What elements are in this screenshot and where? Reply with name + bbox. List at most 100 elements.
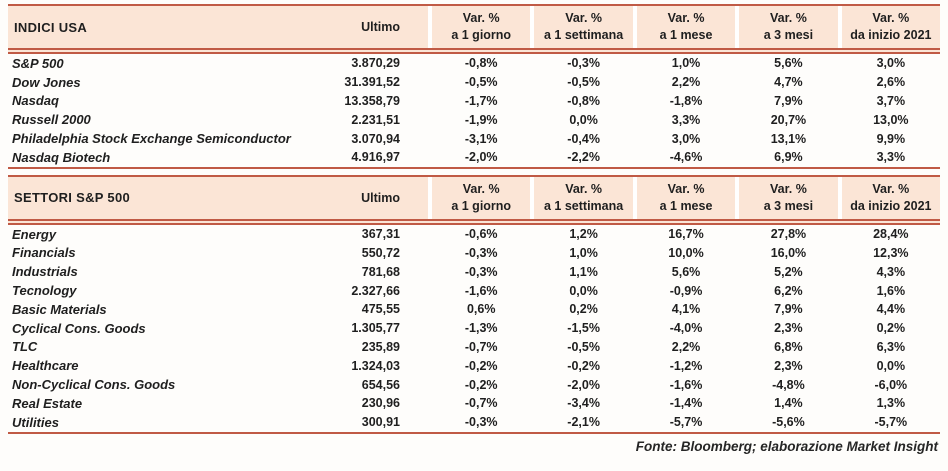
row-last-value: 550,72	[361, 245, 400, 260]
row-var-percent: 16,0%	[770, 245, 807, 260]
column-header-var: Var. % a 1 settimana	[534, 176, 633, 219]
table-bottom-rule	[8, 431, 940, 434]
var-header-line2: a 1 settimana	[544, 198, 624, 213]
row-last-value: 2.327,66	[351, 283, 400, 298]
table-row: Tecnology 2.327,66 -1,6% 0,0% -0,9% 6,2%…	[8, 281, 940, 300]
row-var-percent: 12,3%	[873, 245, 909, 260]
row-var-percent: -5,6%	[772, 415, 805, 430]
column-header-var: Var. % a 3 mesi	[739, 176, 838, 219]
row-label: Financials	[12, 245, 76, 261]
column-header-var: Var. % a 1 giorno	[432, 176, 531, 219]
row-var-percent: 0,0%	[876, 358, 906, 373]
row-last-value: 230,96	[361, 396, 400, 411]
row-var-percent: -0,6%	[464, 227, 498, 242]
column-header-ultimo: Ultimo	[361, 190, 400, 205]
row-last-value: 4.916,97	[351, 150, 400, 165]
row-var-percent: 16,7%	[668, 227, 704, 242]
row-var-percent: 6,2%	[774, 283, 803, 298]
row-var-percent: 27,8%	[770, 227, 807, 242]
row-left-cell: Energy 367,31	[8, 227, 428, 242]
row-var-percent: 2,3%	[774, 358, 803, 373]
row-left-cell: Russell 2000 2.231,51	[8, 112, 428, 127]
row-left-cell: Industrials 781,68	[8, 264, 428, 279]
row-label: Philadelphia Stock Exchange Semiconducto…	[12, 131, 291, 147]
row-var-percent: 3,7%	[876, 93, 906, 108]
row-var-percent: 4,4%	[876, 302, 906, 317]
row-var-percent: -0,4%	[567, 131, 600, 146]
row-var-percent: -4,8%	[772, 377, 805, 392]
row-last-value: 13.358,79	[344, 93, 400, 108]
row-var-percent: -1,4%	[669, 396, 703, 411]
row-last-value: 781,68	[361, 264, 400, 279]
row-left-cell: Nasdaq Biotech 4.916,97	[8, 150, 428, 165]
row-var-percent: -1,8%	[669, 93, 703, 108]
row-var-percent: -0,2%	[464, 377, 498, 392]
var-header-line1: Var. %	[872, 11, 910, 25]
row-var-percent: -0,9%	[669, 283, 703, 298]
row-label: Basic Materials	[12, 301, 107, 317]
row-left-cell: Utilities 300,91	[8, 415, 428, 430]
row-var-percent: -0,8%	[567, 93, 600, 108]
row-var-percent: 7,9%	[774, 93, 803, 108]
var-header-line2: a 1 mese	[659, 198, 713, 213]
row-var-percent: 9,9%	[876, 131, 906, 146]
var-header-line2: a 3 mesi	[763, 198, 814, 213]
column-header-var: Var. % a 3 mesi	[739, 6, 838, 48]
row-last-value: 300,91	[361, 415, 400, 430]
table-title: INDICI USA	[14, 19, 88, 35]
row-var-percent: 13,0%	[873, 112, 909, 127]
table-rows: Energy 367,31 -0,6% 1,2% 16,7% 27,8% 28,…	[8, 225, 940, 432]
row-var-percent: 1,0%	[671, 56, 701, 71]
row-label: Tecnology	[12, 283, 77, 299]
row-label: S&P 500	[12, 55, 64, 71]
row-var-percent: -1,3%	[464, 321, 498, 336]
var-header-line1: Var. %	[565, 11, 603, 25]
row-left-cell: Cyclical Cons. Goods 1.305,77	[8, 321, 428, 336]
row-var-percent: 6,3%	[876, 339, 906, 354]
row-label: Healthcare	[12, 358, 79, 374]
table-row: Nasdaq Biotech 4.916,97 -2,0% -2,2% -4,6…	[8, 148, 940, 167]
row-left-cell: Tecnology 2.327,66	[8, 283, 428, 298]
financial-table: SETTORI S&P 500 Ultimo Var. % a 1 giorno…	[8, 174, 941, 434]
var-header-line2: a 1 mese	[659, 28, 713, 42]
row-label: TLC	[12, 339, 38, 355]
row-var-percent: -0,7%	[464, 339, 498, 354]
row-var-percent: -2,0%	[567, 377, 600, 392]
row-label: Nasdaq	[12, 93, 59, 109]
var-header-line1: Var. %	[462, 11, 500, 25]
row-var-percent: 5,6%	[774, 56, 803, 71]
row-last-value: 1.324,03	[351, 358, 400, 373]
row-var-percent: -1,5%	[567, 321, 600, 336]
row-var-percent: -1,7%	[464, 93, 498, 108]
header-double-rule	[8, 218, 940, 225]
row-var-percent: -2,0%	[464, 150, 498, 165]
row-last-value: 2.231,51	[351, 112, 400, 127]
var-header-line2: a 1 settimana	[544, 28, 624, 42]
var-header-line1: Var. %	[770, 11, 807, 25]
row-label: Cyclical Cons. Goods	[12, 320, 146, 336]
table-row: Utilities 300,91 -0,3% -2,1% -5,7% -5,6%…	[8, 413, 940, 432]
row-var-percent: 1,2%	[569, 227, 598, 242]
row-var-percent: 1,3%	[876, 396, 906, 411]
row-var-percent: 1,0%	[569, 245, 598, 260]
table-row: Industrials 781,68 -0,3% 1,1% 5,6% 5,2% …	[8, 262, 940, 281]
row-var-percent: -0,7%	[464, 396, 498, 411]
table-row: Financials 550,72 -0,3% 1,0% 10,0% 16,0%…	[8, 244, 940, 263]
header-double-rule	[8, 48, 940, 54]
row-label: Non-Cyclical Cons. Goods	[12, 377, 176, 393]
row-left-cell: Financials 550,72	[8, 245, 428, 260]
table-top-rule	[8, 4, 940, 6]
row-var-percent: 0,6%	[466, 302, 496, 317]
column-header-var: Var. % da inizio 2021	[841, 176, 941, 219]
table-header-band: SETTORI S&P 500 Ultimo Var. % a 1 giorno…	[8, 176, 941, 219]
row-label: Nasdaq Biotech	[12, 149, 111, 165]
row-left-cell: Dow Jones 31.391,52	[8, 75, 428, 90]
row-var-percent: -6,0%	[874, 377, 908, 392]
var-header-line1: Var. %	[872, 181, 910, 196]
column-header-var: Var. % a 1 mese	[636, 6, 736, 48]
row-var-percent: 10,0%	[668, 245, 704, 260]
column-header-var: Var. % a 1 mese	[636, 176, 736, 219]
column-header-var: Var. % da inizio 2021	[841, 6, 941, 48]
table-row: TLC 235,89 -0,7% -0,5% 2,2% 6,8% 6,3%	[8, 338, 940, 357]
